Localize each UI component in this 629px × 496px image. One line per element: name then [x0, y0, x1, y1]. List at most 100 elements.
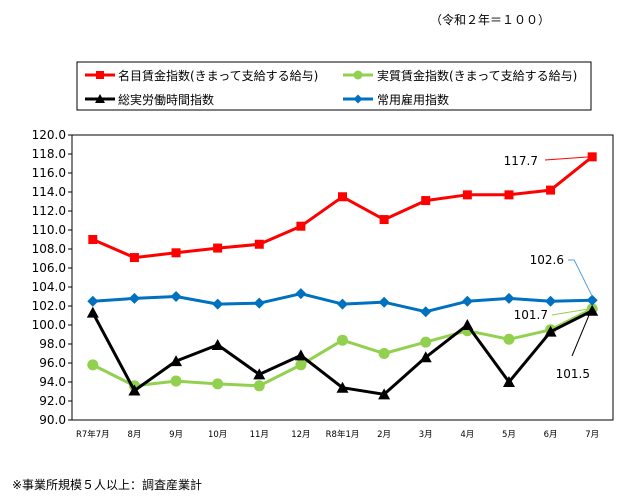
data-point: [461, 319, 474, 330]
x-tick-label: 3月: [419, 430, 433, 440]
data-point: [337, 334, 348, 346]
series-1: [87, 303, 598, 392]
data-point: [253, 297, 265, 309]
x-tick-label: 6月: [544, 430, 558, 440]
data-point: [502, 376, 515, 387]
legend-marker-diamond-icon: [353, 94, 363, 104]
annotation-label: 117.7: [504, 154, 538, 168]
annotation-label: 102.6: [530, 253, 564, 267]
data-point: [379, 215, 389, 225]
data-point: [212, 298, 224, 310]
legend-label-hours-worked: 総実労働時間指数: [118, 92, 214, 107]
legend-label-real-wage: 実質賃金指数(きまって支給する給与): [377, 68, 577, 83]
y-tick-label: 110.0: [32, 223, 66, 237]
annotation-layer: 117.7 102.6 101.7 101.5: [504, 154, 593, 381]
x-tick-label: R8年1月: [326, 429, 360, 440]
annotation-leader: [568, 259, 593, 297]
data-point: [87, 295, 99, 307]
data-point: [545, 295, 557, 307]
legend-marker-triangle-icon: [95, 94, 105, 103]
y-tick-label: 118.0: [32, 147, 66, 161]
annotation-leader: [571, 314, 590, 357]
y-tick-label: 90.0: [39, 413, 66, 427]
data-point: [88, 235, 98, 244]
y-tick-label: 100.0: [32, 318, 66, 332]
x-axis: R7年7月 8月 9月 10月 11月 12月 R8年1月 2月 3月 4月 5月 6月 7月: [76, 429, 599, 440]
data-point: [129, 253, 139, 263]
data-point: [378, 388, 391, 400]
legend-marker-square-icon: [96, 71, 104, 79]
data-point: [544, 325, 557, 337]
y-tick-label: 116.0: [32, 166, 66, 180]
x-tick-label: 8月: [127, 430, 141, 440]
y-tick-label: 102.0: [32, 299, 66, 313]
x-tick-label: 5月: [502, 430, 516, 440]
data-point: [586, 294, 598, 306]
x-tick-label: 4月: [460, 430, 474, 440]
series-3: [87, 288, 598, 318]
data-point: [337, 298, 348, 310]
data-point: [128, 292, 140, 304]
data-point: [253, 380, 265, 392]
data-point: [170, 375, 182, 387]
series-layer: [86, 152, 599, 400]
legend-item-nominal-wage: 名目賃金指数(きまって支給する給与): [85, 68, 318, 83]
data-point: [296, 221, 306, 231]
data-point: [170, 355, 183, 367]
plot-area: [71, 134, 614, 421]
data-point: [211, 338, 224, 350]
y-tick-label: 112.0: [32, 204, 66, 218]
data-point: [419, 351, 432, 363]
y-axis: 90.0 92.0 94.0 96.0 98.0 100.0 102.0 104.0 106.0…: [32, 128, 72, 427]
y-tick-label: 96.0: [39, 356, 66, 370]
data-point: [295, 359, 307, 371]
data-point: [295, 288, 307, 300]
y-tick-label: 104.0: [32, 280, 66, 294]
x-tick-label: 7月: [585, 430, 599, 440]
x-tick-label: 12月: [291, 430, 310, 440]
legend: 名目賃金指数(きまって支給する給与) 実質賃金指数(きまって支給する給与) 総実…: [76, 61, 592, 111]
data-point: [213, 243, 223, 253]
data-point: [86, 306, 99, 318]
data-point: [254, 239, 264, 249]
annotation-label: 101.5: [556, 367, 590, 381]
data-point: [587, 152, 597, 162]
annotation-leader: [551, 308, 590, 316]
legend-label-nominal-wage: 名目賃金指数(きまって支給する給与): [118, 68, 318, 83]
data-point: [294, 349, 307, 361]
data-point: [503, 292, 515, 304]
y-tick-label: 98.0: [39, 337, 66, 351]
x-tick-label: 10月: [208, 430, 227, 440]
x-tick-label: R7年7月: [76, 429, 110, 440]
y-tick-label: 94.0: [39, 375, 66, 389]
legend-box: [76, 61, 592, 111]
y-tick-label: 108.0: [32, 242, 66, 256]
series-0: [88, 152, 597, 263]
y-tick-label: 120.0: [32, 128, 66, 142]
annotation-label: 101.7: [514, 308, 548, 322]
data-point: [87, 359, 99, 371]
x-tick-label: 9月: [169, 430, 183, 440]
y-tick-label: 106.0: [32, 261, 66, 275]
annotation-leader: [544, 156, 590, 161]
legend-item-employment: 常用雇用指数: [343, 92, 449, 107]
data-point: [503, 333, 515, 345]
data-point: [504, 190, 514, 200]
legend-label-employment: 常用雇用指数: [377, 92, 449, 107]
unit-note: （令和２年＝１００）: [430, 12, 550, 27]
data-point: [420, 306, 432, 318]
y-tick-label: 92.0: [39, 394, 66, 408]
legend-item-real-wage: 実質賃金指数(きまって支給する給与): [343, 68, 577, 83]
data-point: [546, 185, 556, 195]
data-point: [171, 248, 181, 258]
data-point: [378, 296, 390, 308]
data-point: [421, 196, 431, 206]
x-tick-label: 11月: [250, 430, 269, 440]
data-point: [128, 384, 141, 396]
data-point: [212, 378, 224, 390]
data-point: [461, 295, 473, 307]
data-point: [338, 192, 347, 202]
legend-item-hours-worked: 総実労働時間指数: [85, 92, 214, 107]
series-line: [92, 155, 594, 260]
x-tick-label: 2月: [377, 430, 391, 440]
